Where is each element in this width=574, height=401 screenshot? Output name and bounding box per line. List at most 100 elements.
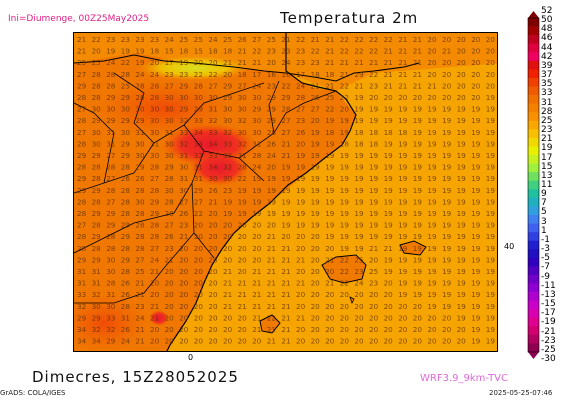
- grid-value: 19: [457, 267, 467, 276]
- grid-value: 22: [194, 70, 203, 79]
- grid-value: 28: [92, 70, 102, 79]
- grid-value: 19: [427, 209, 437, 218]
- grid-value: 20: [354, 290, 364, 299]
- grid-value: 31: [194, 163, 203, 172]
- grid-value: 20: [413, 93, 423, 102]
- grid-value: 20: [325, 290, 335, 299]
- grid-value: 27: [77, 70, 86, 79]
- grid-value: 19: [427, 267, 437, 276]
- grid-value: 20: [267, 221, 277, 230]
- colorbar-swatch: [528, 300, 539, 310]
- grid-value: 20: [325, 302, 335, 311]
- grid-value: 19: [471, 197, 481, 206]
- grid-value: 20: [427, 58, 437, 67]
- grid-value: 17: [165, 58, 174, 67]
- grid-value: 19: [340, 116, 350, 125]
- grid-value: 21: [296, 255, 305, 264]
- grid-value: 20: [208, 313, 218, 322]
- grid-value: 19: [442, 151, 452, 160]
- grid-value: 20: [296, 290, 306, 299]
- grid-value: 25: [92, 58, 101, 67]
- grid-value: 20: [179, 313, 189, 322]
- grid-value: 30: [238, 93, 248, 102]
- grid-value: 32: [179, 139, 188, 148]
- grid-value: 29: [77, 151, 87, 160]
- longitude-label: 0: [188, 353, 194, 362]
- grid-value: 19: [325, 116, 335, 125]
- grid-value: 33: [194, 116, 203, 125]
- grid-value: 20: [340, 325, 350, 334]
- grid-value: 19: [354, 151, 364, 160]
- grid-value: 23: [150, 35, 159, 44]
- grid-value: 33: [223, 151, 232, 160]
- grid-value: 29: [77, 81, 87, 90]
- grid-value: 19: [457, 163, 467, 172]
- grid-value: 22: [92, 35, 101, 44]
- grid-value: 23: [296, 47, 305, 56]
- grid-value: 26: [121, 290, 131, 299]
- grid-value: 20: [486, 58, 496, 67]
- grid-value: 20: [252, 221, 262, 230]
- grid-value: 30: [92, 128, 102, 137]
- grid-value: 20: [471, 93, 481, 102]
- grid-value: 30: [208, 93, 218, 102]
- grid-value: 19: [486, 279, 496, 288]
- grid-value: 19: [354, 221, 364, 230]
- colorbar-bottom-arrow: [528, 352, 539, 359]
- grid-value: 31: [194, 174, 203, 183]
- grid-value: 28: [165, 209, 175, 218]
- grid-value: 19: [296, 197, 306, 206]
- grid-value: 29: [223, 93, 233, 102]
- grid-value: 19: [311, 163, 321, 172]
- grid-value: 19: [398, 232, 408, 241]
- grid-value: 21: [238, 302, 247, 311]
- grid-value: 19: [369, 221, 379, 230]
- grid-value: 28: [106, 81, 116, 90]
- menorca-island: [399, 240, 427, 256]
- grid-value: 20: [252, 244, 262, 253]
- grid-value: 24: [106, 58, 116, 67]
- latitude-label: 40: [504, 242, 515, 251]
- grid-value: 27: [135, 255, 144, 264]
- grid-value: 20: [223, 313, 233, 322]
- grid-value: 19: [238, 197, 248, 206]
- grid-value: 20: [340, 302, 350, 311]
- grid-value: 20: [311, 244, 321, 253]
- grid-value: 19: [384, 163, 394, 172]
- grid-value: 25: [369, 267, 378, 276]
- grid-value: 19: [413, 221, 423, 230]
- grid-value: 20: [208, 267, 218, 276]
- grid-value: 16: [267, 70, 277, 79]
- grid-value: 21: [179, 232, 188, 241]
- colorbar-swatch: [528, 240, 539, 250]
- grid-value: 19: [354, 93, 364, 102]
- grid-value: 28: [135, 93, 145, 102]
- grid-value: 30: [135, 197, 145, 206]
- grid-value: 20: [311, 267, 321, 276]
- grid-value: 19: [325, 174, 335, 183]
- grid-value: 27: [150, 174, 159, 183]
- grid-value: 28: [121, 197, 131, 206]
- grid-value: 30: [135, 151, 145, 160]
- grid-value: 18: [384, 128, 394, 137]
- grid-value: 27: [77, 105, 86, 114]
- grid-value: 19: [398, 163, 408, 172]
- colorbar-swatch: [528, 274, 539, 284]
- grid-value: 19: [486, 244, 496, 253]
- grid-value: 19: [252, 186, 262, 195]
- mallorca-island: [321, 254, 367, 284]
- grid-value: 19: [179, 58, 189, 67]
- grid-value: 31: [238, 151, 247, 160]
- grid-value: 20: [150, 279, 160, 288]
- grid-value: 19: [486, 337, 496, 346]
- grid-value: 30: [252, 116, 262, 125]
- grid-value: 20: [150, 58, 160, 67]
- grid-value: 29: [179, 105, 189, 114]
- grid-value: 20: [457, 93, 467, 102]
- grid-value: 19: [427, 255, 437, 264]
- grid-value: 20: [296, 302, 306, 311]
- grid-value: 22: [238, 174, 247, 183]
- colorbar-label: 39: [541, 60, 553, 71]
- grid-value: 23: [106, 35, 115, 44]
- grid-value: 20: [165, 325, 175, 334]
